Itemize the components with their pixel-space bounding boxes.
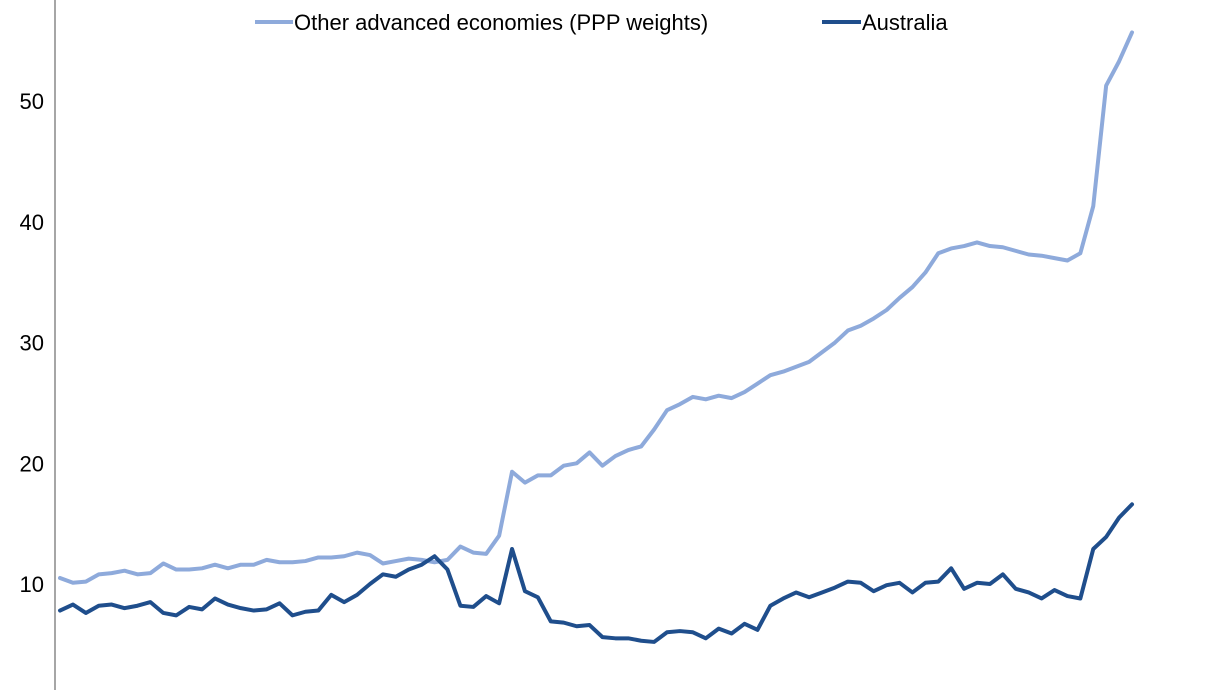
y-tick-labels: 10 20 30 40 50 (20, 89, 44, 597)
y-tick-label: 50 (20, 89, 44, 114)
y-tick-label: 40 (20, 210, 44, 235)
y-tick-label: 20 (20, 451, 44, 476)
y-tick-label: 10 (20, 572, 44, 597)
legend: Other advanced economies (PPP weights) A… (255, 10, 948, 35)
legend-item-other-advanced-economies: Other advanced economies (PPP weights) (255, 10, 708, 35)
y-tick-label: 30 (20, 331, 44, 356)
legend-label-australia: Australia (862, 10, 948, 35)
series-line-australia (58, 502, 1134, 644)
series-lines (58, 30, 1134, 644)
series-line-other-advanced-economies (58, 30, 1134, 585)
legend-item-australia: Australia (822, 10, 948, 35)
legend-label-other-advanced-economies: Other advanced economies (PPP weights) (294, 10, 708, 35)
